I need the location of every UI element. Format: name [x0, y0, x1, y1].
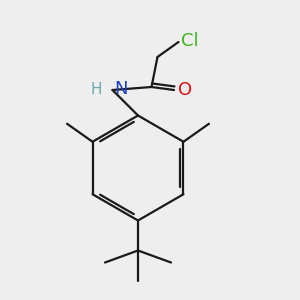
- Text: Cl: Cl: [182, 32, 199, 50]
- Text: O: O: [178, 81, 192, 99]
- Text: H: H: [90, 82, 102, 98]
- Text: N: N: [114, 80, 128, 98]
